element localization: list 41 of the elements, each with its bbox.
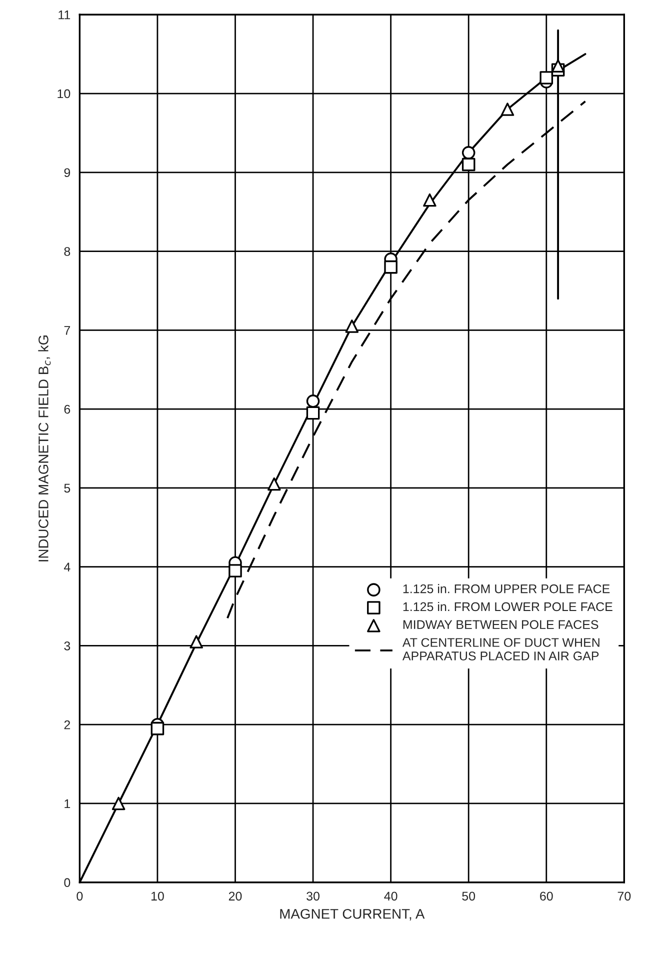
point xyxy=(384,260,398,274)
x-tick-label: 40 xyxy=(384,892,398,901)
point xyxy=(112,796,126,810)
y-tick-label: 10 xyxy=(58,89,70,98)
y-tick-label: 11 xyxy=(58,10,70,20)
x-tick-label: 30 xyxy=(306,892,320,901)
legend-label: AT CENTERLINE OF DUCT WHEN APPARATUS PLACED IN AIR GAP xyxy=(402,638,600,660)
point xyxy=(423,193,436,207)
y-tick-label: 0 xyxy=(64,878,70,888)
point xyxy=(306,406,320,420)
y-tick-label: 6 xyxy=(64,404,70,414)
x-tick-label: 20 xyxy=(228,892,242,901)
y-tick-label: 2 xyxy=(64,720,70,730)
point xyxy=(500,102,514,116)
y-tick-label: 7 xyxy=(64,326,70,335)
x-axis-title: MAGNET CURRENT, A xyxy=(280,908,425,920)
x-tick-label: 0 xyxy=(76,892,83,901)
point xyxy=(345,320,359,333)
point xyxy=(190,635,203,648)
y-tick-label: 5 xyxy=(64,484,70,493)
legend-label: MIDWAY BETWEEN POLE FACES xyxy=(403,620,598,630)
x-tick-label: 50 xyxy=(462,892,476,901)
legend-label: 1.125 in. FROM UPPER POLE FACE xyxy=(403,584,610,594)
point xyxy=(150,722,164,736)
y-tick-label: 3 xyxy=(64,642,70,650)
legend-label: 1.125 in. FROM LOWER POLE FACE xyxy=(403,602,612,612)
y-tick-label: 8 xyxy=(64,247,70,256)
point xyxy=(540,71,554,84)
point xyxy=(306,394,320,408)
y-axis-title: INDUCED MAGNETIC FIELD B$_{c}$, kG xyxy=(38,336,51,562)
point xyxy=(267,477,281,491)
point xyxy=(551,59,565,73)
point xyxy=(462,158,476,172)
x-tick-label: 70 xyxy=(618,892,631,901)
x-tick-label: 60 xyxy=(540,892,553,901)
y-tick-label: 9 xyxy=(64,168,70,178)
x-tick-label: 10 xyxy=(151,892,164,901)
point xyxy=(462,146,476,160)
y-tick-label: 4 xyxy=(64,562,70,572)
point xyxy=(228,564,242,578)
y-tick-label: 1 xyxy=(64,799,70,808)
